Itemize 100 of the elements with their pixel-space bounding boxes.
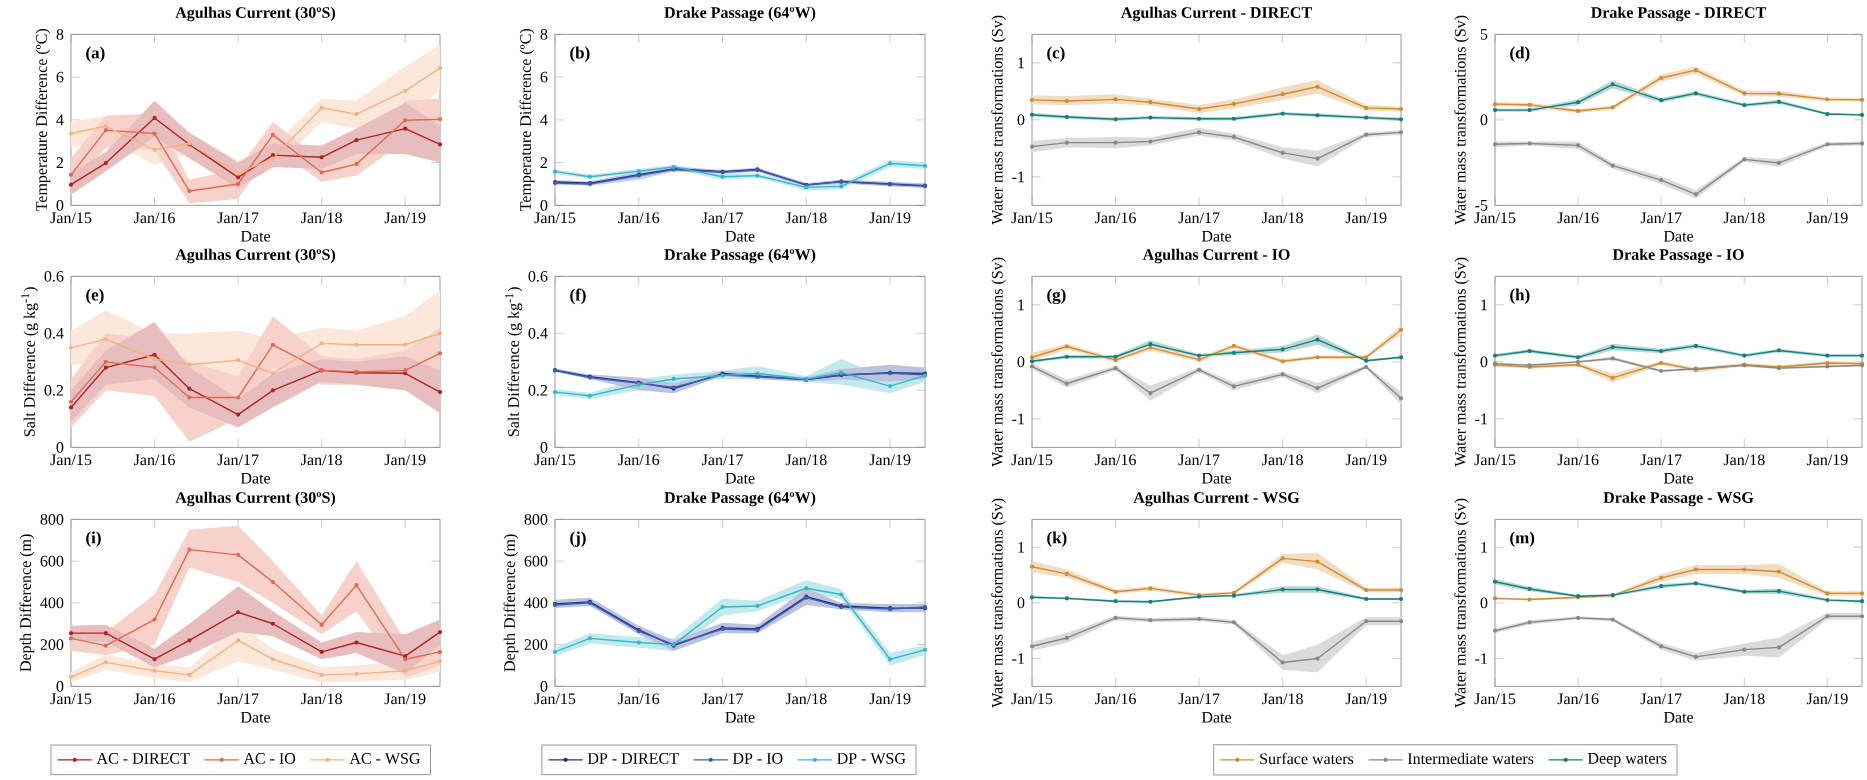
x-tick-label: Jan/18 xyxy=(1723,693,1765,705)
x-axis-title: Date xyxy=(240,230,271,242)
legend-label: Deep waters xyxy=(1587,752,1667,767)
x-tick-label: Jan/17 xyxy=(1178,454,1220,465)
y-tick-label: 1 xyxy=(1481,541,1487,553)
annotation: (m) xyxy=(1510,531,1535,547)
y-tick-label: 0 xyxy=(540,199,548,211)
x-tick-label: Jan/18 xyxy=(301,454,342,466)
y-tick-label: 1 xyxy=(1018,57,1024,68)
annotation: (j) xyxy=(570,531,586,547)
legend-label: DP - IO xyxy=(732,752,783,764)
y-tick-label: -1 xyxy=(1475,413,1487,424)
y-axis-title: Salt Difference (g kg$^{-1}$) xyxy=(505,287,523,436)
y-axis-title: Depth Difference (m) xyxy=(19,534,35,672)
x-tick-label: Jan/19 xyxy=(384,212,426,223)
x-tick-label: Jan/18 xyxy=(1723,454,1765,466)
y-tick-label: 0.4 xyxy=(44,327,64,339)
x-axis-title: Date xyxy=(240,472,271,484)
y-tick-label: 400 xyxy=(40,597,64,609)
x-tick-label: Jan/16 xyxy=(134,454,175,465)
y-axis-title: Water mass transformations (Sv) xyxy=(1454,257,1469,467)
chart-title: Agulhas Current - DIRECT xyxy=(1121,6,1312,22)
annotation: (c) xyxy=(1047,46,1065,62)
x-axis-title: Date xyxy=(725,230,755,242)
x-tick-label: Jan/15 xyxy=(1474,212,1516,223)
y-tick-label: 0 xyxy=(1480,114,1488,126)
x-tick-label: Jan/15 xyxy=(1011,454,1053,465)
y-tick-label: 0 xyxy=(56,680,64,692)
y-axis-title: Water mass transformations (Sv) xyxy=(991,498,1006,708)
x-tick-label: Jan/19 xyxy=(1806,693,1848,704)
x-tick-label: Jan/16 xyxy=(618,212,660,223)
annotation: (e) xyxy=(86,288,104,304)
y-tick-label: -1 xyxy=(1012,413,1024,424)
y-tick-label: -5 xyxy=(1475,199,1488,211)
legend-label: AC - DIRECT xyxy=(96,752,190,764)
y-tick-label: 200 xyxy=(524,639,548,650)
x-axis-title: Date xyxy=(240,711,271,723)
chart-title: Agulhas Current (30ºS) xyxy=(175,6,336,22)
x-tick-label: Jan/15 xyxy=(534,212,576,223)
x-axis-title: Date xyxy=(1201,230,1232,242)
annotation: (a) xyxy=(86,46,105,62)
annotation: (b) xyxy=(570,46,590,62)
annotation: (k) xyxy=(1047,531,1067,547)
x-tick-label: Jan/18 xyxy=(1723,212,1765,224)
x-axis-title: Date xyxy=(1201,711,1232,723)
chart-title: Agulhas Current - IO xyxy=(1142,248,1290,264)
x-tick-label: Jan/15 xyxy=(1474,693,1516,704)
y-tick-label: 800 xyxy=(524,513,548,525)
y-tick-label: -1 xyxy=(1475,653,1487,664)
x-tick-label: Jan/16 xyxy=(618,693,660,704)
x-tick-label: Jan/19 xyxy=(1345,454,1387,465)
y-tick-label: 2 xyxy=(540,157,548,168)
y-axis-title: Water mass transformations (Sv) xyxy=(1454,498,1469,708)
annotation: (i) xyxy=(86,531,101,547)
x-tick-label: Jan/17 xyxy=(217,212,259,223)
x-tick-label: Jan/18 xyxy=(1262,212,1303,224)
x-tick-label: Jan/19 xyxy=(869,454,911,465)
x-tick-label: Jan/19 xyxy=(1345,693,1387,704)
chart-title: Agulhas Current (30ºS) xyxy=(175,248,336,264)
chart-title: Drake Passage (64ºW) xyxy=(664,248,816,264)
y-axis-title: Water mass transformations (Sv) xyxy=(1454,15,1469,225)
x-tick-label: Jan/15 xyxy=(534,693,576,704)
x-tick-label: Jan/16 xyxy=(134,693,175,704)
x-tick-label: Jan/19 xyxy=(384,693,426,704)
x-tick-label: Jan/16 xyxy=(1095,454,1136,465)
chart-title: Drake Passage (64ºW) xyxy=(664,491,816,507)
legend-label: AC - IO xyxy=(243,752,296,764)
x-tick-label: Jan/19 xyxy=(384,454,426,465)
x-tick-label: Jan/17 xyxy=(1640,212,1682,223)
y-tick-label: 0 xyxy=(1017,597,1025,609)
x-tick-label: Jan/18 xyxy=(785,454,827,466)
y-tick-label: 0 xyxy=(56,441,64,453)
x-tick-label: Jan/15 xyxy=(50,693,92,704)
x-axis-title: Date xyxy=(1663,472,1694,484)
y-tick-label: 1 xyxy=(1018,541,1024,553)
x-tick-label: Jan/16 xyxy=(1557,693,1599,704)
x-tick-label: Jan/17 xyxy=(1178,693,1220,704)
x-tick-label: Jan/19 xyxy=(1345,212,1387,223)
x-axis-title: Date xyxy=(1663,711,1694,723)
y-tick-label: 8 xyxy=(540,28,548,40)
y-tick-label: 0 xyxy=(1480,356,1488,368)
x-tick-label: Jan/15 xyxy=(50,212,92,223)
chart-title: Drake Passage - WSG xyxy=(1603,491,1754,507)
x-tick-label: Jan/18 xyxy=(1262,454,1303,466)
y-tick-label: 4 xyxy=(56,114,64,125)
y-tick-label: 200 xyxy=(40,639,64,650)
x-tick-label: Jan/15 xyxy=(534,454,576,465)
y-tick-label: 1 xyxy=(1018,299,1024,310)
legend-label: Intermediate waters xyxy=(1407,752,1534,764)
x-tick-label: Jan/17 xyxy=(217,454,259,465)
y-tick-label: 0.2 xyxy=(528,384,548,396)
x-tick-label: Jan/15 xyxy=(50,454,92,465)
y-tick-label: 0.2 xyxy=(44,384,64,396)
x-axis-title: Date xyxy=(1663,230,1694,242)
y-tick-label: 0 xyxy=(1017,356,1025,368)
y-tick-label: 0 xyxy=(540,441,548,453)
x-tick-label: Jan/18 xyxy=(1262,693,1303,705)
y-tick-label: 0 xyxy=(1017,114,1025,126)
y-tick-label: 1 xyxy=(1481,299,1487,310)
legend-label: Surface waters xyxy=(1260,752,1354,764)
